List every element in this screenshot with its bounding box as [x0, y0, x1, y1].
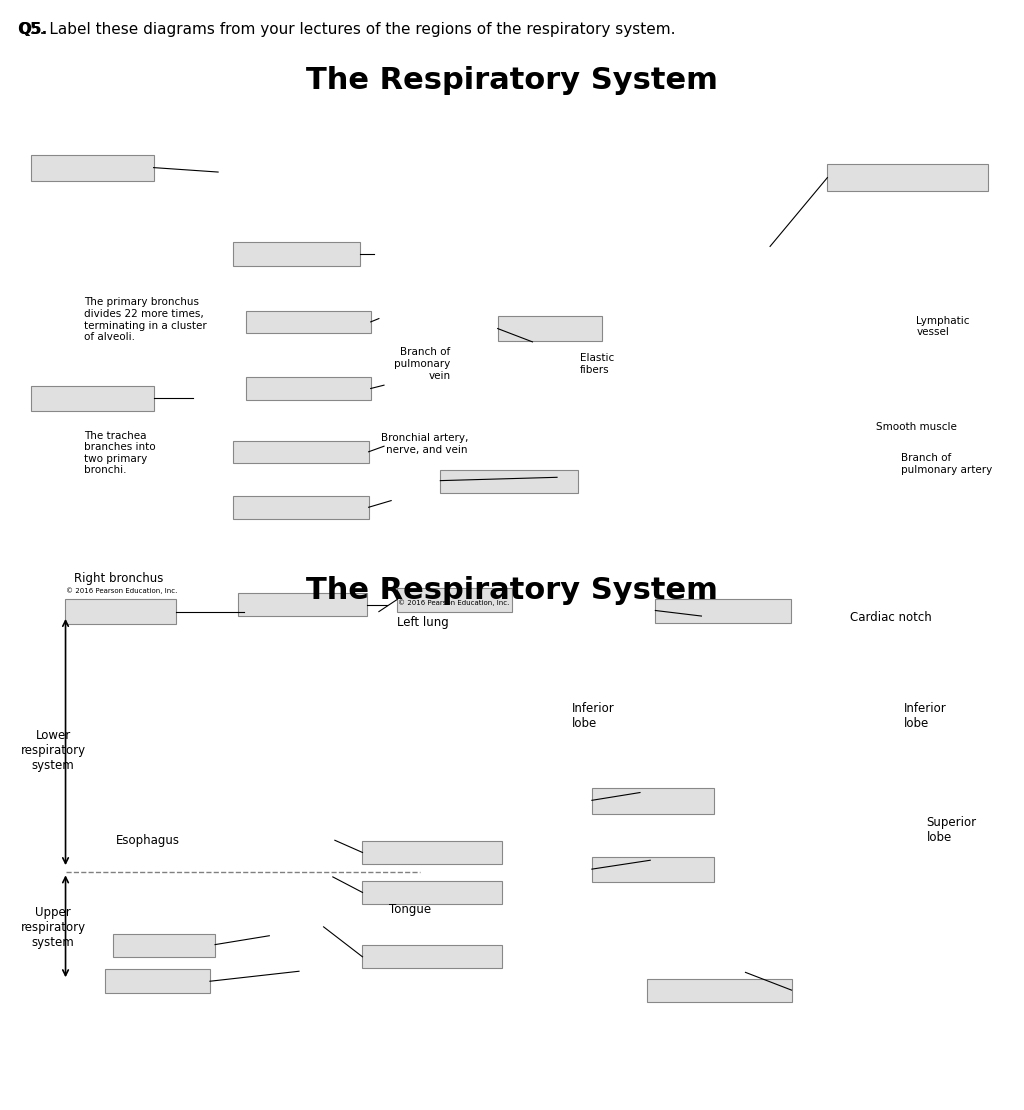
- Text: Bronchial artery,
nerve, and vein: Bronchial artery, nerve, and vein: [381, 433, 468, 455]
- Bar: [105, 969, 210, 993]
- Text: Smooth muscle: Smooth muscle: [876, 422, 956, 433]
- Text: Elastic
fibers: Elastic fibers: [580, 353, 613, 375]
- Text: Tongue: Tongue: [389, 902, 431, 916]
- Text: Inferior
lobe: Inferior lobe: [571, 702, 614, 730]
- Text: The primary bronchus
divides 22 more times,
terminating in a cluster
of alveoli.: The primary bronchus divides 22 more tim…: [84, 297, 207, 342]
- Text: The trachea
branches into
two primary
bronchi.: The trachea branches into two primary br…: [84, 431, 156, 475]
- Text: Q5.: Q5.: [18, 22, 47, 37]
- Bar: [362, 945, 502, 968]
- Bar: [592, 857, 714, 882]
- Bar: [233, 441, 369, 463]
- Text: © 2016 Pearson Education, Inc.: © 2016 Pearson Education, Inc.: [398, 599, 509, 606]
- Text: The Respiratory System: The Respiratory System: [306, 576, 718, 605]
- Bar: [233, 496, 369, 519]
- Text: Branch of
pulmonary artery: Branch of pulmonary artery: [901, 453, 992, 475]
- Bar: [647, 979, 792, 1002]
- Bar: [440, 470, 578, 493]
- Text: Cardiac notch: Cardiac notch: [850, 610, 932, 624]
- Bar: [233, 242, 360, 266]
- Bar: [31, 386, 154, 411]
- Text: Superior
lobe: Superior lobe: [927, 816, 977, 845]
- Text: Q5. Label these diagrams from your lectures of the regions of the respiratory sy: Q5. Label these diagrams from your lectu…: [18, 22, 676, 37]
- Text: © 2016 Pearson Education, Inc.: © 2016 Pearson Education, Inc.: [66, 587, 177, 594]
- Bar: [655, 599, 791, 623]
- Text: Lower
respiratory
system: Lower respiratory system: [20, 729, 86, 771]
- Text: Right bronchus: Right bronchus: [74, 572, 164, 585]
- Bar: [362, 881, 502, 904]
- Bar: [238, 593, 367, 616]
- Bar: [498, 316, 602, 341]
- Text: Branch of
pulmonary
vein: Branch of pulmonary vein: [394, 347, 451, 381]
- Text: Inferior
lobe: Inferior lobe: [904, 702, 947, 730]
- Text: Left lung: Left lung: [397, 616, 450, 629]
- Text: Lymphatic
vessel: Lymphatic vessel: [916, 315, 970, 337]
- Bar: [246, 311, 371, 333]
- Text: Upper
respiratory
system: Upper respiratory system: [20, 907, 86, 949]
- Text: The Respiratory System: The Respiratory System: [306, 65, 718, 95]
- Bar: [65, 599, 176, 624]
- Bar: [592, 788, 714, 814]
- Bar: [827, 164, 988, 191]
- Text: Esophagus: Esophagus: [116, 834, 180, 847]
- Bar: [246, 377, 371, 400]
- Bar: [113, 934, 215, 957]
- Bar: [397, 588, 512, 612]
- Bar: [362, 841, 502, 864]
- Bar: [31, 155, 154, 181]
